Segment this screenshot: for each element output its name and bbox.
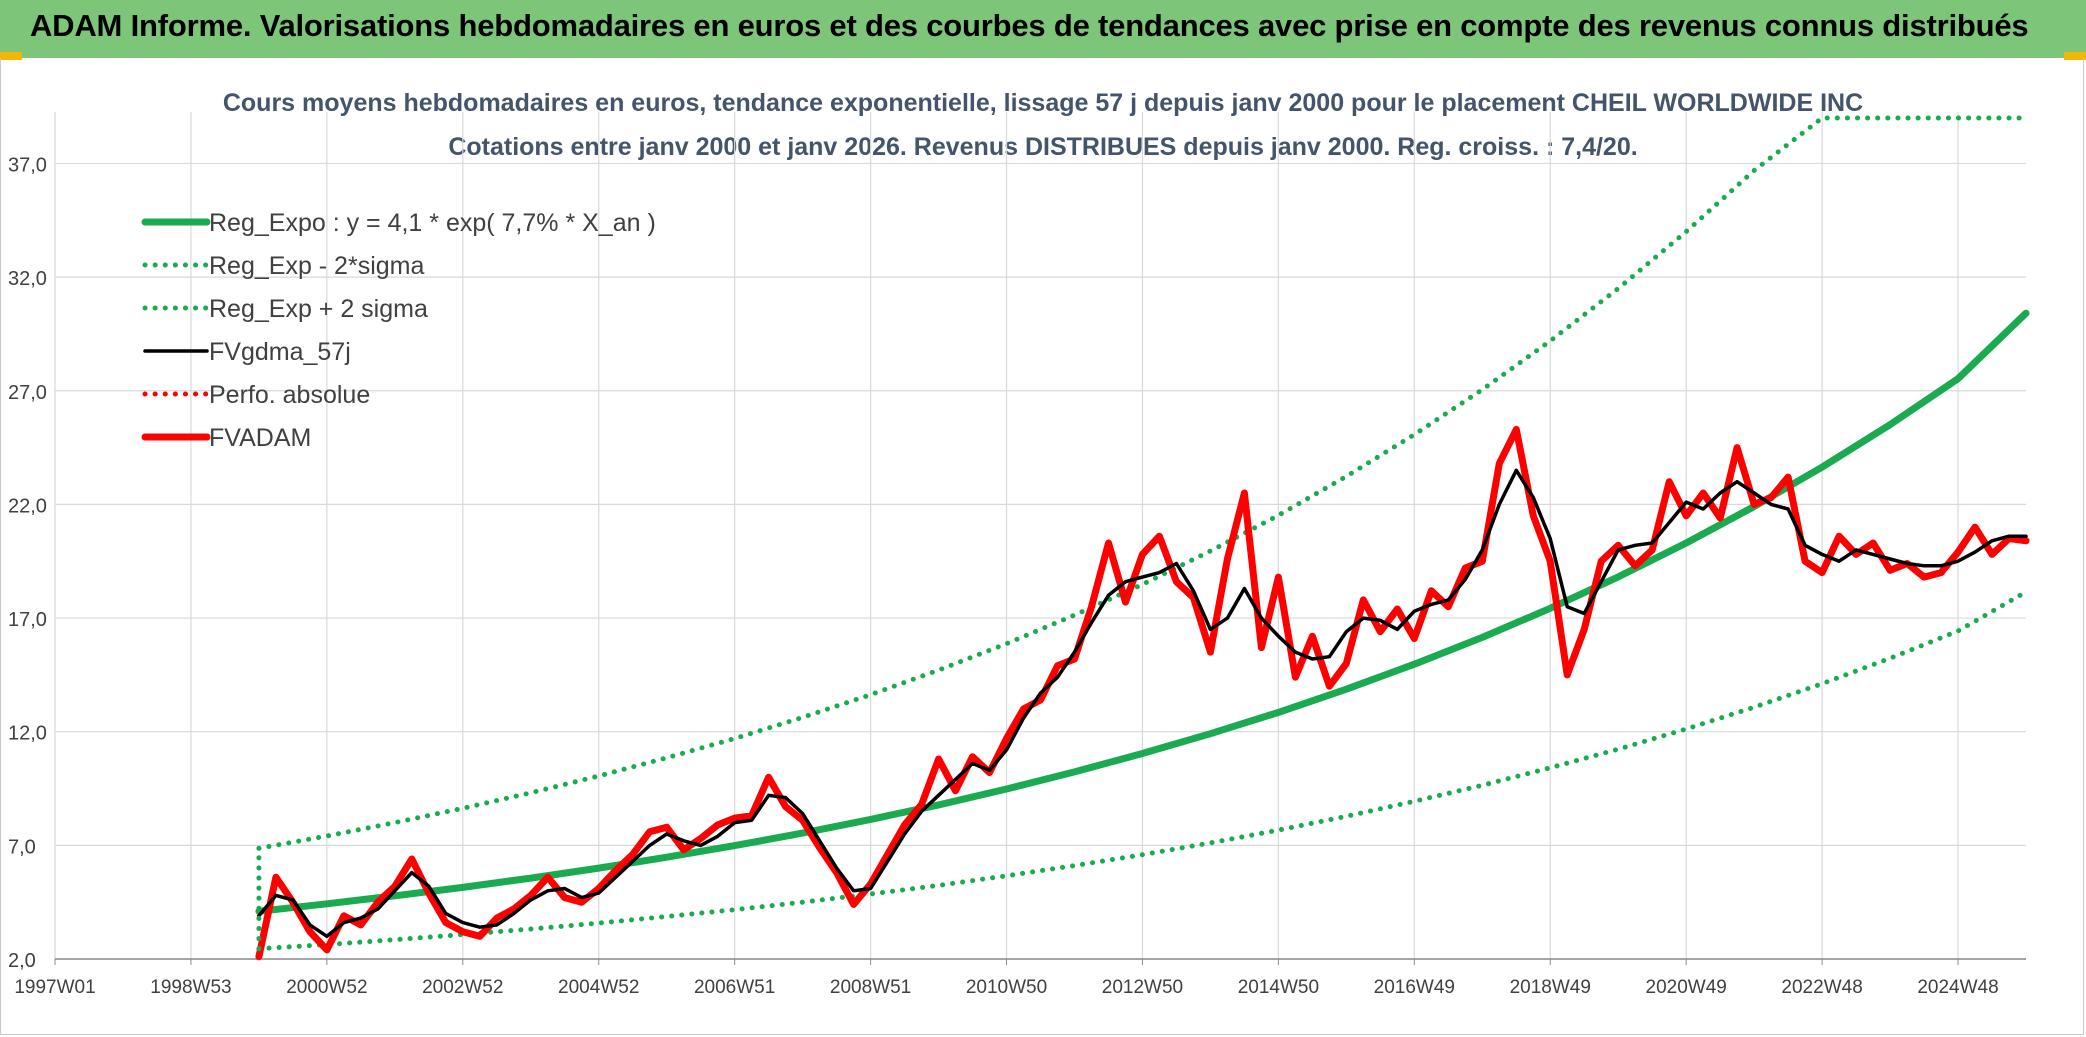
report-title: ADAM Informe. Valorisations hebdomadaire…	[30, 8, 2029, 43]
x-tick-label: 2018W49	[1510, 977, 1591, 998]
series-reg-exp-2-sigma	[256, 115, 2029, 851]
corner-accent-left	[0, 52, 22, 60]
x-tick-label: 2020W49	[1646, 977, 1727, 998]
report-header: ADAM Informe. Valorisations hebdomadaire…	[0, 0, 2086, 58]
x-tick-label: 2004W52	[558, 977, 639, 998]
legend-label: Reg_Expo : y = 4,1 * exp( 7,7% * X_an )	[209, 209, 656, 237]
x-tick-label: 1997W01	[14, 977, 95, 998]
y-tick-label: 32,0	[8, 268, 47, 290]
y-tick-label: 7,0	[8, 836, 36, 858]
series-reg-expo-y-4-1-exp-7-7-x-an	[255, 309, 2030, 915]
x-tick-label: 2010W50	[966, 977, 1047, 998]
legend-label: Perfo. absolue	[209, 381, 370, 409]
series-reg-exp-2-sigma	[256, 589, 2029, 952]
legend-label: FVADAM	[209, 424, 311, 452]
series-group	[255, 115, 2030, 961]
corner-accent-right	[2064, 52, 2086, 60]
legend-label: Reg_Exp - 2*sigma	[209, 252, 424, 280]
series-fvadam	[255, 425, 2030, 961]
x-tick-label: 2000W52	[286, 977, 367, 998]
legend: Reg_Expo : y = 4,1 * exp( 7,7% * X_an ) R…	[141, 209, 656, 452]
legend-label: Reg_Exp + 2 sigma	[209, 295, 428, 323]
x-tick-label: 2024W48	[1917, 977, 1998, 998]
legend-label: FVgdma_57j	[209, 338, 351, 366]
x-tick-label: 2006W51	[694, 977, 775, 998]
x-tick-label: 2002W52	[422, 977, 503, 998]
axes: 2,0 7,0 12,0 17,0 22,0 27,0 32,0 37,0 1997W01 199…	[8, 154, 2026, 998]
chart-title: Cours moyens hebdomadaires en euros, ten…	[223, 89, 1863, 117]
x-tick-label: 1998W53	[150, 977, 231, 998]
x-tick-label: 2014W50	[1238, 977, 1319, 998]
chart-subtitle: Cotations entre janv 2000 et janv 2026. …	[448, 133, 1637, 161]
y-tick-label: 27,0	[8, 382, 47, 404]
series-fvgdma-57j	[257, 468, 2028, 939]
x-tick-label: 2016W49	[1374, 977, 1455, 998]
x-tick-label: 2008W51	[830, 977, 911, 998]
y-tick-label: 37,0	[8, 154, 47, 176]
y-tick-label: 12,0	[8, 723, 47, 745]
y-tick-label: 17,0	[8, 609, 47, 631]
y-tick-label: 22,0	[8, 495, 47, 517]
chart-frame	[0, 58, 2084, 1035]
y-tick-label: 2,0	[8, 950, 36, 972]
x-tick-label: 2012W50	[1102, 977, 1183, 998]
x-tick-label: 2022W48	[1781, 977, 1862, 998]
